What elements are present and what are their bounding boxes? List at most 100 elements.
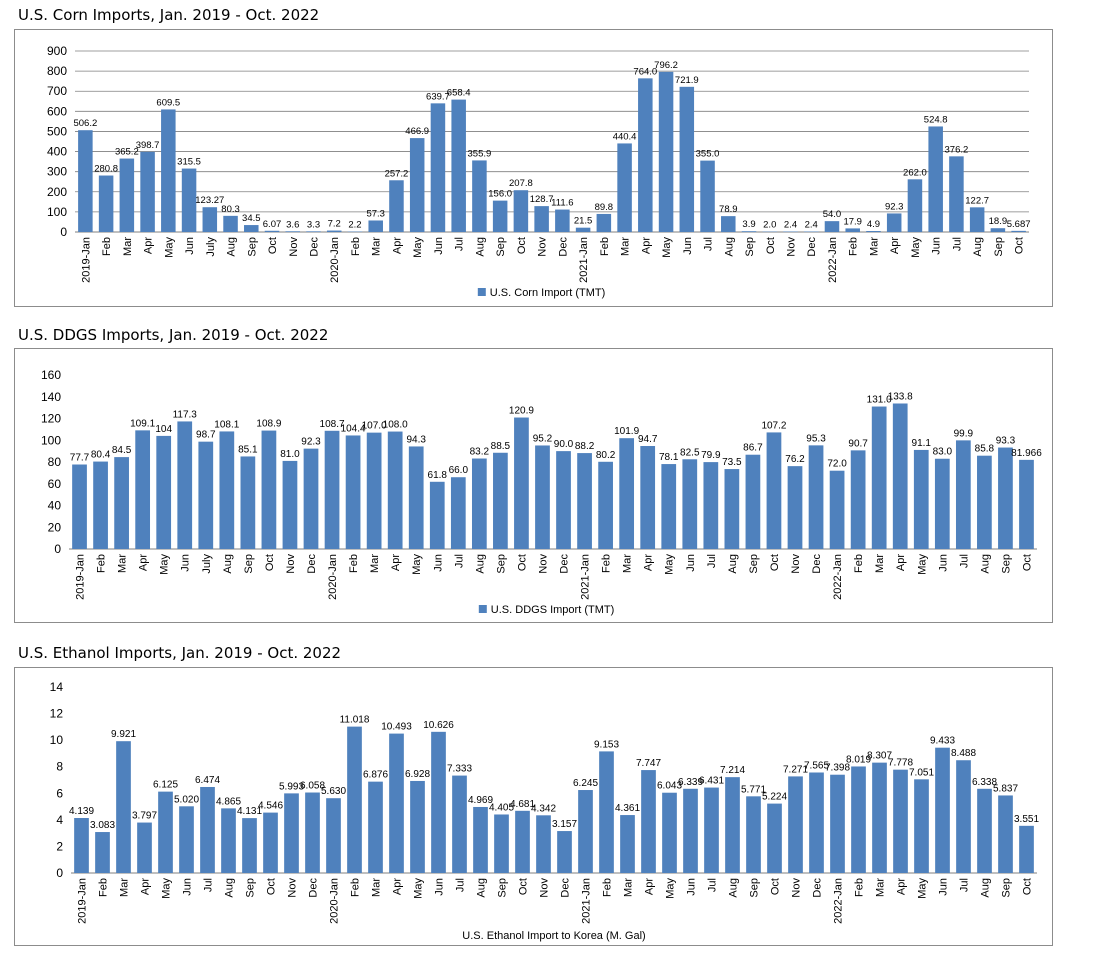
corn-bar xyxy=(928,126,943,232)
ethanol-data-label: 7.398 xyxy=(825,763,850,774)
ethanol-data-label: 8.488 xyxy=(951,748,976,759)
ddgs-y-tick-label: 40 xyxy=(48,499,62,513)
corn-data-label: 54.0 xyxy=(823,209,842,220)
ethanol-bar xyxy=(95,832,110,873)
ddgs-bar xyxy=(324,430,340,549)
corn-data-label: 355.0 xyxy=(696,149,720,160)
ethanol-x-tick-label: Sep xyxy=(1001,878,1013,898)
corn-x-tick-label: Jul xyxy=(703,237,715,251)
ddgs-x-tick-label: Dec xyxy=(306,554,318,574)
ethanol-bar xyxy=(914,779,929,873)
corn-x-tick-label: 2020-Jan xyxy=(329,237,341,283)
ddgs-bar xyxy=(387,431,403,549)
ethanol-x-tick-label: Mar xyxy=(875,878,887,897)
ddgs-chart-panel: 0 20 40 60 80 100 120 140 160 77.7 2019-Jan 80.4 Feb… xyxy=(14,348,1053,623)
ddgs-bar xyxy=(72,464,87,549)
corn-data-label: 315.5 xyxy=(177,157,201,168)
ddgs-bar xyxy=(745,454,761,549)
ddgs-data-label: 99.9 xyxy=(954,428,974,439)
ddgs-legend-label: U.S. DDGS Import (TMT) xyxy=(491,604,614,616)
corn-data-label: 89.8 xyxy=(595,202,614,213)
ethanol-data-label: 10.626 xyxy=(423,720,454,731)
corn-data-label: 658.4 xyxy=(447,88,471,99)
ddgs-legend-swatch xyxy=(478,605,487,613)
ddgs-data-label: 92.3 xyxy=(301,437,321,448)
ddgs-bar xyxy=(198,441,214,549)
ethanol-x-tick-label: Jul xyxy=(707,878,719,892)
corn-bar xyxy=(430,103,446,233)
ddgs-x-tick-label: Aug xyxy=(727,554,739,574)
ddgs-data-label: 66.0 xyxy=(449,465,469,476)
corn-bar xyxy=(824,221,840,232)
ddgs-bar xyxy=(892,403,908,549)
ethanol-bar xyxy=(620,815,635,873)
corn-data-label: 92.3 xyxy=(885,201,904,212)
corn-x-tick-label: May xyxy=(661,237,673,258)
ethanol-data-label: 6.125 xyxy=(153,780,178,791)
ethanol-chart-panel: 0 2 4 6 8 10 12 14 4.139 2019-Jan 3.083 Feb 9.921 Mar… xyxy=(14,667,1053,946)
ethanol-data-label: 9.153 xyxy=(594,739,619,750)
ethanol-x-tick-label: Nov xyxy=(287,878,299,898)
ddgs-chart: 0 20 40 60 80 100 120 140 160 77.7 2019-Jan 80.4 Feb… xyxy=(41,368,1042,616)
corn-bar xyxy=(264,230,280,232)
ethanol-x-tick-label: Aug xyxy=(224,878,236,898)
ddgs-data-label: 76.2 xyxy=(785,454,805,465)
ethanol-x-tick-label: Aug xyxy=(980,878,992,898)
ddgs-x-tick-label: Jul xyxy=(706,554,718,568)
ethanol-y-tick-label: 6 xyxy=(56,786,63,800)
corn-x-tick-label: Jul xyxy=(454,237,466,251)
ethanol-x-tick-label: Dec xyxy=(812,878,824,898)
ddgs-y-tick-label: 60 xyxy=(48,477,62,491)
ddgs-x-tick-label: Apr xyxy=(643,554,655,571)
ethanol-bar xyxy=(515,810,530,873)
ethanol-x-tick-label: Oct xyxy=(266,878,278,895)
corn-bar xyxy=(202,207,218,232)
corn-y-tick-label: 400 xyxy=(47,145,67,159)
corn-y-tick-label: 0 xyxy=(60,225,67,239)
ethanol-bar xyxy=(284,793,299,873)
ethanol-x-tick-label: Nov xyxy=(791,878,803,898)
ddgs-x-tick-label: Oct xyxy=(264,554,276,571)
ddgs-bar xyxy=(955,440,971,549)
ddgs-bar xyxy=(598,461,613,549)
corn-bar xyxy=(306,231,321,232)
ethanol-x-tick-label: Jul xyxy=(959,878,971,892)
ddgs-x-tick-label: Jul xyxy=(453,554,465,568)
ethanol-x-tick-label: Jun xyxy=(182,878,194,896)
ddgs-y-tick-label: 20 xyxy=(48,520,62,534)
corn-chart-title: U.S. Corn Imports, Jan. 2019 - Oct. 2022 xyxy=(18,6,320,24)
ddgs-data-label: 73.5 xyxy=(722,457,742,468)
ddgs-data-label: 86.7 xyxy=(743,443,763,454)
ddgs-bar xyxy=(808,445,824,549)
ddgs-data-label: 104.4 xyxy=(341,423,366,434)
corn-data-label: 3.9 xyxy=(742,219,755,230)
ddgs-data-label: 72.0 xyxy=(827,459,847,470)
corn-data-label: 721.9 xyxy=(675,75,699,86)
corn-bar xyxy=(886,213,902,232)
ddgs-bar xyxy=(408,446,424,549)
corn-x-tick-label: Apr xyxy=(640,237,652,254)
ethanol-bar xyxy=(725,777,740,873)
ddgs-bar xyxy=(156,435,172,549)
ethanol-x-tick-label: Feb xyxy=(854,878,866,897)
corn-bar xyxy=(161,109,176,232)
ddgs-data-label: 117.3 xyxy=(173,409,198,420)
ddgs-x-tick-label: Oct xyxy=(516,554,528,571)
ddgs-bar xyxy=(850,450,866,549)
ddgs-bar xyxy=(135,430,151,549)
ethanol-bar xyxy=(830,774,845,873)
ddgs-x-tick-label: May xyxy=(411,554,423,575)
ethanol-data-label: 5.837 xyxy=(993,783,1018,794)
corn-x-tick-label: Oct xyxy=(267,237,279,254)
ethanol-chart: 0 2 4 6 8 10 12 14 4.139 2019-Jan 3.083 Feb 9.921 Mar… xyxy=(50,680,1040,942)
corn-data-label: 3.6 xyxy=(286,219,299,230)
ethanol-x-tick-label: Mar xyxy=(371,878,383,897)
ethanol-data-label: 6.339 xyxy=(678,777,703,788)
corn-bar xyxy=(409,138,425,232)
ddgs-data-label: 93.3 xyxy=(996,436,1016,447)
ddgs-x-tick-label: 2019-Jan xyxy=(75,554,87,600)
ddgs-bar xyxy=(493,452,508,549)
corn-x-tick-label: 2022-Jan xyxy=(827,237,839,283)
ddgs-x-tick-label: Aug xyxy=(222,554,234,574)
ddgs-x-tick-label: Oct xyxy=(769,554,781,571)
